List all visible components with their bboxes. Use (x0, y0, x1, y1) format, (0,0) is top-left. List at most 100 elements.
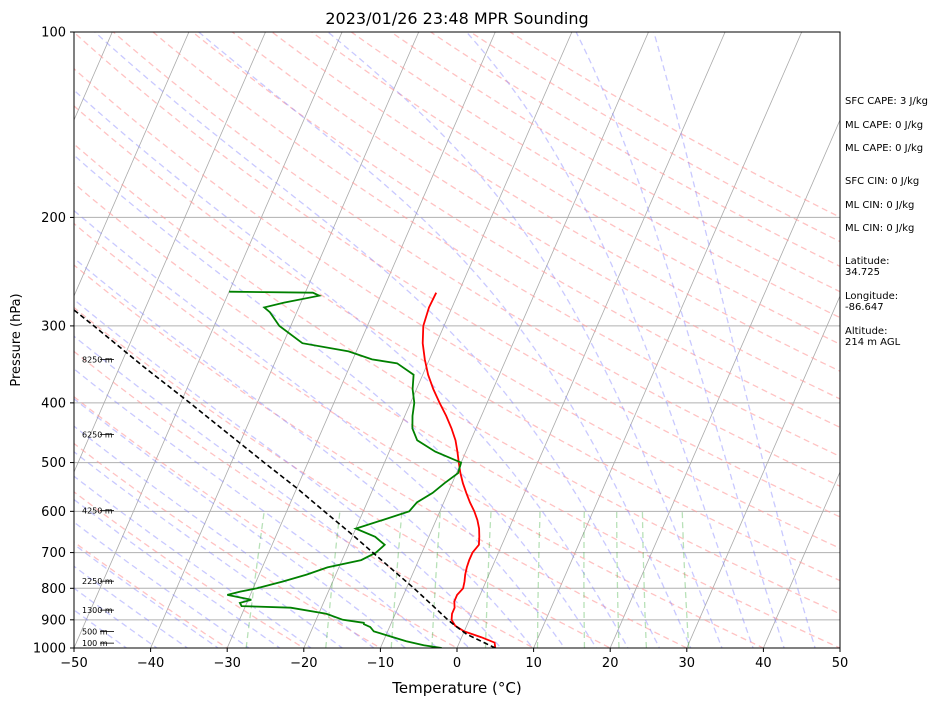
isotherm-line (456, 32, 726, 648)
mixing-ratio-line (681, 511, 690, 648)
y-tick-label: 300 (41, 319, 66, 334)
moist-adiabat-line (74, 475, 313, 648)
dry-adiabat-line (74, 491, 306, 648)
dry-adiabat-line (74, 350, 536, 648)
x-tick-label: −10 (367, 656, 394, 671)
ml-cin-text-2: ML CIN: 0 J/kg (845, 223, 914, 234)
altitude-value: 214 m AGL (845, 337, 901, 348)
y-tick-label: 1000 (33, 642, 66, 657)
y-tick-label: 400 (41, 396, 66, 411)
moist-adiabat-line (327, 32, 723, 648)
mixing-ratio-line (641, 511, 648, 648)
isotherm-line (74, 32, 343, 648)
dry-adiabat-line (74, 442, 382, 648)
moist-adiabat-line (74, 451, 344, 648)
isotherm-line (533, 32, 803, 648)
x-tick-label: −50 (60, 656, 87, 671)
mixing-ratio-line (325, 511, 341, 648)
dry-adiabat-line (74, 32, 840, 518)
dry-adiabat-line (270, 32, 840, 372)
isotherm-line (74, 32, 190, 298)
y-tick-label: 800 (41, 582, 66, 597)
dry-adiabat-line (74, 67, 840, 550)
moist-adiabat-line (74, 397, 407, 648)
latitude-value: 34.725 (845, 267, 880, 278)
dry-adiabat-line (74, 306, 612, 648)
dry-adiabat-line (74, 105, 840, 582)
ml-cape-text-2: ML CAPE: 0 J/kg (845, 143, 923, 154)
height-label: 500 m (82, 627, 108, 636)
isotherm-line (763, 470, 840, 648)
ml-cin-text-1: ML CIN: 0 J/kg (845, 200, 914, 211)
x-tick-label: 0 (453, 656, 461, 671)
moist-adiabat-line (198, 32, 692, 648)
isotherm-line (380, 32, 649, 648)
sounding-traces (74, 290, 497, 648)
x-tick-label: 30 (679, 656, 696, 671)
moist-adiabat-line (94, 32, 661, 648)
isotherm-line (303, 32, 573, 648)
chart-title: 2023/01/26 23:48 MPR Sounding (325, 9, 588, 28)
parcel-trace (74, 308, 496, 648)
isotherm-line (609, 118, 840, 648)
indices-panel: SFC CAPE: 3 J/kg ML CAPE: 0 J/kg ML CAPE… (845, 96, 928, 348)
moist-adiabat-line (74, 89, 629, 648)
moist-adiabat-line (74, 209, 566, 648)
y-tick-label: 200 (41, 211, 66, 226)
latitude-label: Latitude: (845, 256, 890, 267)
moist-adiabat-line (74, 521, 251, 648)
height-label: 4250 m (82, 506, 113, 515)
height-label: 2250 m (82, 577, 113, 586)
y-axis-label: Pressure (hPa) (9, 293, 24, 386)
dry-adiabat-line (74, 395, 459, 648)
mixing-ratio-line (245, 511, 265, 648)
dry-adiabat-line (389, 32, 840, 293)
ml-cape-text-1: ML CAPE: 0 J/kg (845, 120, 923, 131)
dry-adiabat-line (74, 182, 840, 648)
x-tick-label: 40 (755, 656, 772, 671)
x-tick-label: 50 (832, 656, 849, 671)
y-tick-label: 600 (41, 505, 66, 520)
moist-adiabat-line (74, 335, 471, 648)
x-tick-label: 20 (602, 656, 619, 671)
moist-adiabat-line (653, 32, 816, 648)
moist-adiabat-line (74, 498, 281, 648)
y-tick-label: 500 (41, 456, 66, 471)
mixing-ratio-line (616, 511, 620, 648)
height-label: 100 m (82, 639, 108, 648)
y-tick-label: 100 (41, 26, 66, 41)
dry-adiabat-line (310, 32, 840, 345)
temperature-trace (421, 292, 497, 648)
sfc-cin-text: SFC CIN: 0 J/kg (845, 176, 919, 187)
moist-adiabat-line (466, 32, 754, 648)
height-label: 1300 m (82, 606, 113, 615)
isotherm-line (74, 32, 266, 474)
plot-frame (73, 31, 841, 649)
x-tick-label: 10 (525, 656, 542, 671)
x-axis-label: Temperature (°C) (391, 679, 521, 697)
dry-adiabat-line (74, 264, 689, 648)
x-tick-label: −30 (213, 656, 240, 671)
dry-adiabat-line (191, 32, 840, 429)
x-tick-label: −40 (137, 656, 164, 671)
longitude-value: -86.647 (845, 302, 884, 313)
isotherm-line (686, 294, 840, 648)
dry-adiabat-line (151, 32, 840, 458)
isotherm-line (226, 32, 496, 648)
x-axis-ticks: −50 −40 −30 −20 −10 0 10 20 30 40 50 (60, 648, 848, 671)
moist-adiabat-line (74, 154, 598, 648)
height-labels: 100 m 500 m 1300 m 2250 m 4250 m 6250 m 8250 m (82, 355, 114, 648)
y-axis-ticks: 100 200 300 400 500 600 700 800 900 1000 (33, 26, 74, 657)
dry-adiabat-line (74, 222, 765, 648)
background-lines (74, 32, 840, 648)
dewpoint-trace (227, 290, 463, 648)
y-tick-label: 700 (41, 546, 66, 561)
moist-adiabat-line (74, 609, 128, 648)
y-tick-label: 900 (41, 613, 66, 628)
isotherm-line (150, 32, 420, 648)
x-tick-label: −20 (290, 656, 317, 671)
moist-adiabat-line (74, 368, 439, 648)
longitude-label: Longitude: (845, 291, 898, 302)
moist-adiabat-line (74, 587, 159, 648)
